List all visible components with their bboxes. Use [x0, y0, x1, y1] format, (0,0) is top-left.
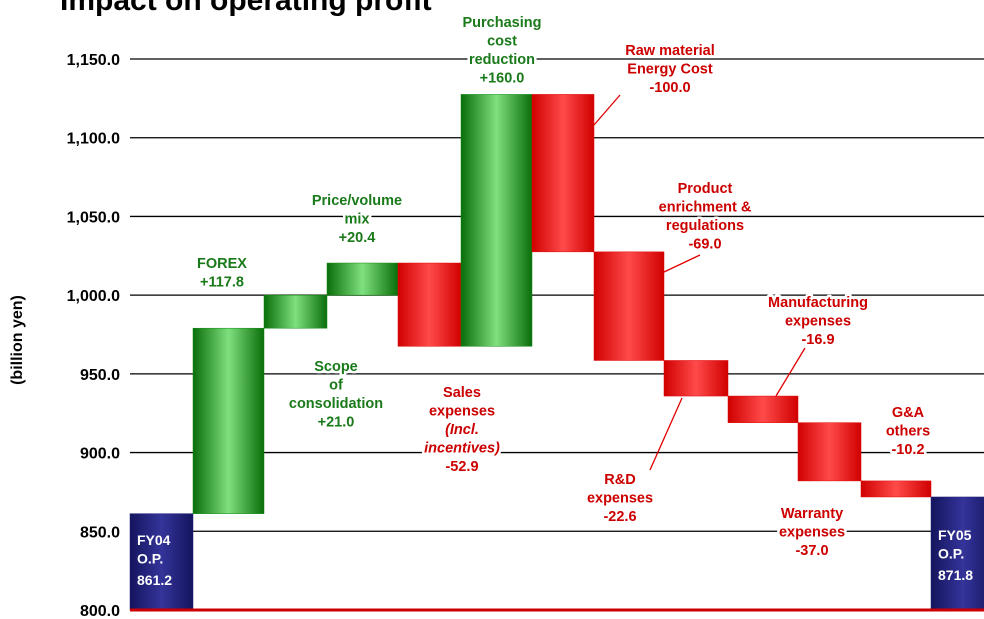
bar — [192, 327, 265, 514]
category-label: Warranty — [781, 506, 843, 522]
bar — [460, 94, 533, 347]
category-label: Price/volume — [312, 193, 402, 209]
bar — [860, 480, 932, 498]
value-label: 871.8 — [938, 567, 973, 583]
bar-label: FY04 O.P. 861.2 — [137, 532, 172, 588]
leader-line — [775, 347, 806, 397]
bar-label: Raw material Energy Cost -100.0 — [623, 41, 717, 99]
value-label: +160.0 — [480, 71, 525, 87]
leader-line — [663, 254, 701, 273]
category-label: of — [329, 378, 343, 394]
bar — [397, 262, 462, 347]
bar-label: R&D expenses -22.6 — [584, 470, 655, 528]
category-label: Manufacturing — [768, 295, 868, 311]
category-label: mix — [345, 212, 370, 228]
leader-line — [593, 94, 621, 126]
y-tick-label: 850.0 — [80, 524, 120, 541]
y-tick-label: 1,100.0 — [67, 131, 120, 148]
bar — [263, 294, 328, 329]
value-label: -22.6 — [603, 509, 636, 525]
category-label: (Incl. — [445, 422, 479, 438]
y-tick-label: 1,050.0 — [67, 209, 120, 226]
value-label: +20.4 — [339, 230, 376, 246]
category-label: O.P. — [938, 546, 964, 562]
y-tick-label: 1,150.0 — [67, 52, 120, 69]
category-label: G&A — [892, 405, 925, 421]
category-label: regulations — [666, 218, 744, 234]
y-tick-label: 900.0 — [80, 446, 120, 463]
bar-label: FOREX +117.8 — [195, 254, 250, 294]
category-label: Energy Cost — [627, 62, 713, 78]
category-label: Purchasing — [463, 15, 542, 31]
value-label: -100.0 — [649, 80, 690, 96]
bar-label: Product enrichment & regulations -69.0 — [656, 179, 754, 256]
leader-line — [649, 397, 683, 471]
value-label: -37.0 — [795, 543, 828, 559]
bar-label: Price/volume mix +20.4 — [309, 191, 404, 249]
bar-label: Manufacturing expenses -16.9 — [766, 293, 871, 351]
category-label: expenses — [429, 404, 495, 420]
category-label: enrichment & — [659, 200, 752, 216]
category-label: R&D — [604, 472, 635, 488]
y-tick-label: 800.0 — [80, 603, 120, 619]
category-label: cost — [487, 34, 517, 50]
category-label: FY04 — [137, 532, 171, 548]
category-label: others — [886, 424, 930, 440]
bar — [797, 422, 862, 482]
category-label: O.P. — [137, 551, 163, 567]
category-label: expenses — [587, 491, 653, 507]
category-label: FOREX — [197, 256, 247, 272]
value-label: -69.0 — [688, 237, 721, 253]
chart-title: Impact on operating profit — [60, 0, 432, 17]
bar — [727, 395, 799, 423]
bar-label: Warranty expenses -37.0 — [776, 504, 847, 562]
category-label: incentives) — [424, 441, 500, 457]
category-label: consolidation — [289, 396, 383, 412]
value-label: -16.9 — [801, 332, 834, 348]
bar — [593, 251, 665, 361]
bar-label: Purchasing cost reduction +160.0 — [460, 13, 544, 90]
bar-label: G&A others -10.2 — [883, 403, 932, 461]
category-label: reduction — [469, 52, 535, 68]
bar — [930, 496, 984, 611]
value-label: +117.8 — [200, 275, 244, 291]
y-tick-label: 950.0 — [80, 367, 120, 384]
bar-label: Sales expenses (Incl. incentives) -52.9 — [422, 383, 503, 478]
y-axis-label: (billion yen) — [9, 295, 26, 385]
category-label: Scope — [314, 359, 358, 375]
bar — [531, 94, 595, 253]
value-label: -52.9 — [445, 459, 478, 475]
category-label: Product — [678, 181, 733, 197]
bar-label: FY05 O.P. 871.8 — [938, 527, 973, 583]
bar — [663, 360, 729, 397]
category-label: Sales — [443, 385, 481, 401]
value-label: -10.2 — [891, 442, 924, 458]
value-label: +21.0 — [318, 415, 355, 431]
category-label: Raw material — [625, 43, 714, 59]
category-label: expenses — [785, 314, 851, 330]
category-label: expenses — [779, 525, 845, 541]
bar — [326, 262, 399, 296]
value-label: 861.2 — [137, 572, 172, 588]
y-tick-label: 1,000.0 — [67, 288, 120, 305]
bar-label: Scope of consolidation +21.0 — [286, 357, 385, 434]
category-label: FY05 — [938, 527, 972, 543]
